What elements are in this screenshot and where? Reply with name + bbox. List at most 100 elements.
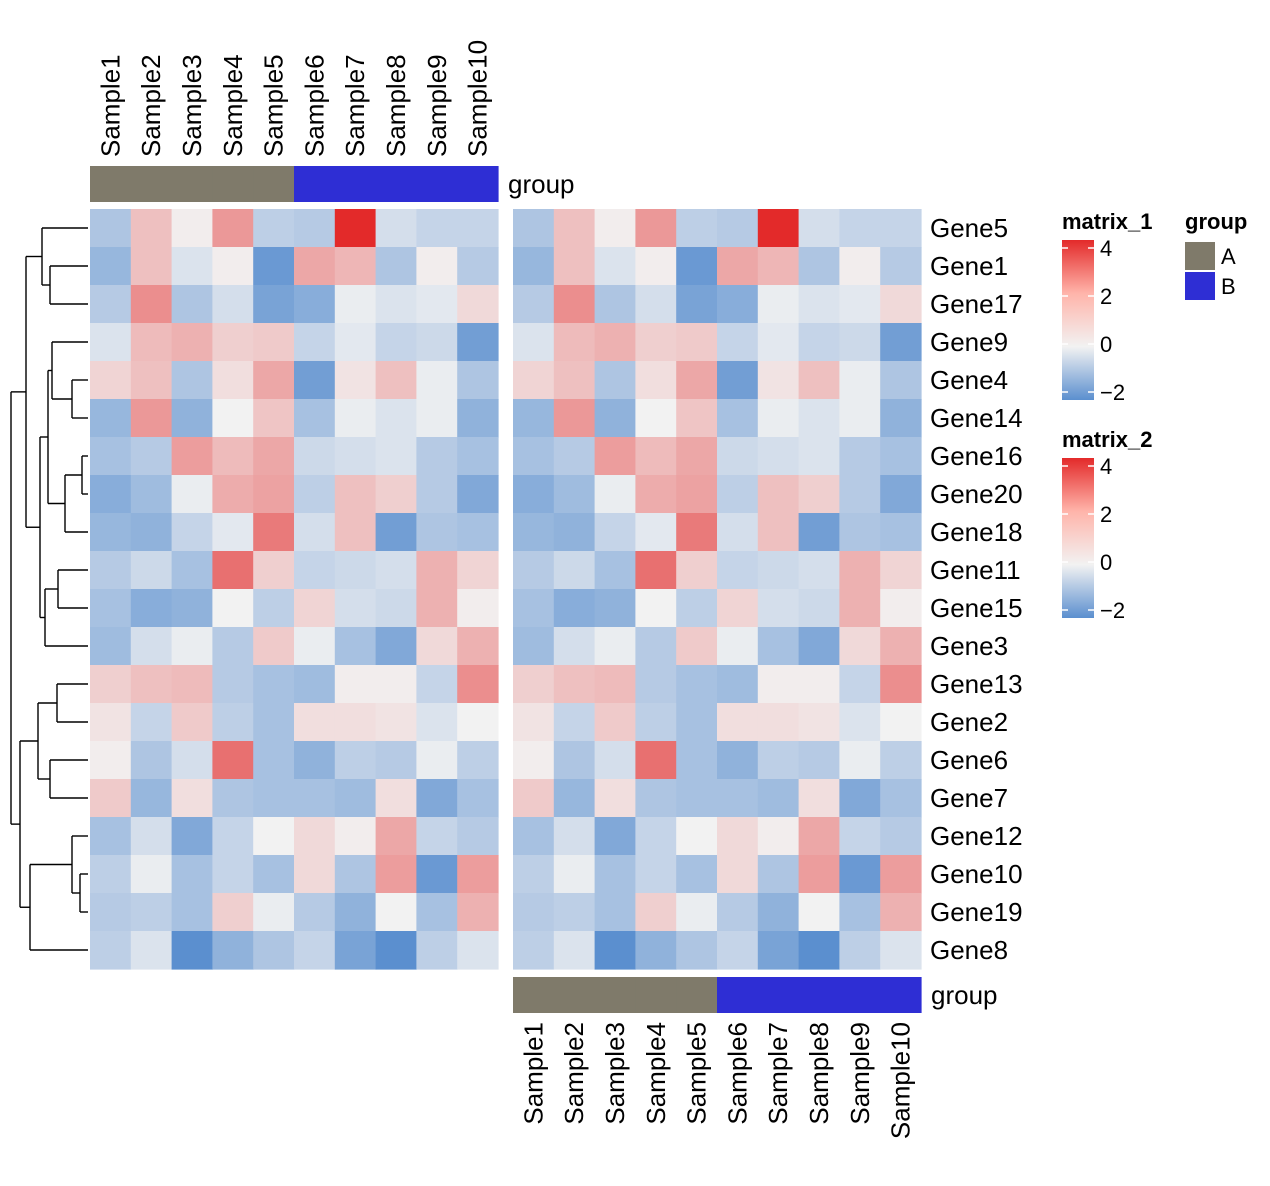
heatmap2-cell-Gene15-Sample8 [798, 589, 840, 628]
heatmap2-cell-Gene15-Sample9 [839, 589, 881, 628]
heatmap1-cell-Gene15-Sample3 [171, 589, 213, 628]
group-annotation-bottom-Sample10 [880, 977, 922, 1013]
bottom-sample-label-Sample7: Sample7 [763, 1022, 793, 1125]
heatmap1-cell-Gene7-Sample9 [416, 779, 458, 818]
group-annotation-bottom-Sample3 [594, 977, 636, 1013]
heatmap2-cell-Gene12-Sample3 [594, 817, 636, 856]
heatmap1-cell-Gene4-Sample5 [253, 361, 295, 400]
heatmap1-cell-Gene19-Sample1 [90, 893, 132, 932]
heatmap1-cell-Gene8-Sample1 [90, 931, 132, 970]
heatmap2-cell-Gene20-Sample1 [513, 475, 555, 514]
gene-label-Gene4: Gene4 [930, 365, 1008, 395]
heatmap1-cell-Gene8-Sample6 [294, 931, 336, 970]
heatmap1-cell-Gene2-Sample7 [334, 703, 377, 742]
heatmap2-cell-Gene8-Sample10 [880, 931, 922, 970]
heatmap2-cell-Gene3-Sample3 [594, 627, 636, 666]
heatmap2-cell-Gene11-Sample1 [513, 551, 555, 590]
heatmap2-cell-Gene16-Sample3 [594, 437, 636, 476]
heatmap2-cell-Gene20-Sample8 [798, 475, 840, 514]
heatmap1-cell-Gene20-Sample6 [294, 475, 336, 514]
heatmap2-cell-Gene15-Sample2 [553, 589, 596, 628]
heatmap1-cell-Gene8-Sample8 [375, 931, 417, 970]
group-legend-label-A: A [1221, 244, 1236, 269]
heatmap2-cell-Gene11-Sample8 [798, 551, 840, 590]
heatmap2-cell-Gene17-Sample10 [880, 285, 922, 324]
group-annotation-bottom-Sample5 [676, 977, 718, 1013]
heatmap1-cell-Gene9-Sample8 [375, 323, 417, 362]
heatmap1-cell-Gene10-Sample2 [130, 855, 173, 894]
heatmap1-cell-Gene14-Sample10 [457, 399, 499, 438]
heatmap1-cell-Gene10-Sample6 [294, 855, 336, 894]
heatmap1-cell-Gene4-Sample10 [457, 361, 499, 400]
heatmap2-cell-Gene5-Sample1 [513, 209, 555, 248]
heatmap1-cell-Gene3-Sample6 [294, 627, 336, 666]
heatmap1-cell-Gene11-Sample4 [212, 551, 254, 590]
heatmap1-cell-Gene10-Sample5 [253, 855, 295, 894]
top-sample-label-Sample10: Sample10 [463, 40, 493, 157]
heatmap1-cell-Gene4-Sample7 [334, 361, 377, 400]
heatmap2-cell-Gene5-Sample4 [635, 209, 677, 248]
heatmap2-cell-Gene6-Sample1 [513, 741, 555, 780]
heatmap2-cell-Gene15-Sample7 [757, 589, 800, 628]
heatmap1-cell-Gene20-Sample7 [334, 475, 377, 514]
top-sample-label-Sample4: Sample4 [218, 54, 248, 157]
heatmap1-cell-Gene11-Sample9 [416, 551, 458, 590]
heatmap1-cell-Gene12-Sample2 [130, 817, 173, 856]
heatmap1-cell-Gene7-Sample8 [375, 779, 417, 818]
heatmap2-cell-Gene20-Sample3 [594, 475, 636, 514]
legend-colorbar-matrix_1 [1062, 240, 1094, 400]
heatmap1-cell-Gene8-Sample10 [457, 931, 499, 970]
heatmap1-cell-Gene12-Sample6 [294, 817, 336, 856]
heatmap2-cell-Gene10-Sample2 [553, 855, 596, 894]
heatmap2-cell-Gene13-Sample1 [513, 665, 555, 704]
heatmap1-cell-Gene19-Sample4 [212, 893, 254, 932]
heatmap2-cell-Gene16-Sample8 [798, 437, 840, 476]
heatmap1-cell-Gene17-Sample3 [171, 285, 213, 324]
heatmap1-cell-Gene10-Sample3 [171, 855, 213, 894]
legend-tick-label-matrix_1-3: −2 [1100, 380, 1125, 405]
heatmap1-cell-Gene18-Sample3 [171, 513, 213, 552]
heatmap2-cell-Gene2-Sample8 [798, 703, 840, 742]
heatmap2-cell-Gene15-Sample6 [717, 589, 759, 628]
gene-label-Gene1: Gene1 [930, 251, 1008, 281]
heatmap2-cell-Gene7-Sample2 [553, 779, 596, 818]
heatmap2-cell-Gene20-Sample5 [676, 475, 718, 514]
heatmap2-cell-Gene19-Sample2 [553, 893, 596, 932]
heatmap2-cell-Gene10-Sample1 [513, 855, 555, 894]
heatmap2-cell-Gene3-Sample10 [880, 627, 922, 666]
heatmap1-cell-Gene2-Sample10 [457, 703, 499, 742]
gene-label-Gene11: Gene11 [930, 555, 1021, 585]
heatmap2-cell-Gene13-Sample8 [798, 665, 840, 704]
heatmap2-cell-Gene2-Sample7 [757, 703, 800, 742]
heatmap2-cell-Gene20-Sample10 [880, 475, 922, 514]
heatmap2-cell-Gene3-Sample9 [839, 627, 881, 666]
heatmap2-cell-Gene5-Sample10 [880, 209, 922, 248]
heatmap1-cell-Gene5-Sample4 [212, 209, 254, 248]
heatmap1-cell-Gene3-Sample9 [416, 627, 458, 666]
heatmap2-cell-Gene19-Sample7 [757, 893, 800, 932]
heatmap1-cell-Gene17-Sample2 [130, 285, 173, 324]
heatmap2-cell-Gene3-Sample5 [676, 627, 718, 666]
heatmap2-cell-Gene18-Sample10 [880, 513, 922, 552]
gene-label-Gene19: Gene19 [930, 897, 1023, 927]
heatmap2-cell-Gene7-Sample6 [717, 779, 759, 818]
bottom-sample-label-Sample8: Sample8 [804, 1022, 834, 1125]
heatmap1-cell-Gene14-Sample1 [90, 399, 132, 438]
heatmap1-cell-Gene8-Sample4 [212, 931, 254, 970]
heatmap1-cell-Gene8-Sample5 [253, 931, 295, 970]
heatmap2-cell-Gene4-Sample5 [676, 361, 718, 400]
heatmap1-cell-Gene5-Sample1 [90, 209, 132, 248]
top-sample-label-Sample5: Sample5 [259, 54, 289, 157]
heatmap2-cell-Gene19-Sample4 [635, 893, 677, 932]
heatmap2-cell-Gene14-Sample7 [757, 399, 800, 438]
heatmap1-cell-Gene10-Sample4 [212, 855, 254, 894]
heatmap2-cell-Gene19-Sample10 [880, 893, 922, 932]
heatmap1-cell-Gene8-Sample2 [130, 931, 173, 970]
heatmap2-cell-Gene5-Sample2 [553, 209, 596, 248]
heatmap1-cell-Gene17-Sample9 [416, 285, 458, 324]
heatmap1-cell-Gene14-Sample7 [334, 399, 377, 438]
heatmap2-cell-Gene4-Sample3 [594, 361, 636, 400]
heatmap2-cell-Gene13-Sample6 [717, 665, 759, 704]
heatmap2-cell-Gene11-Sample9 [839, 551, 881, 590]
heatmap2-cell-Gene1-Sample4 [635, 247, 677, 286]
